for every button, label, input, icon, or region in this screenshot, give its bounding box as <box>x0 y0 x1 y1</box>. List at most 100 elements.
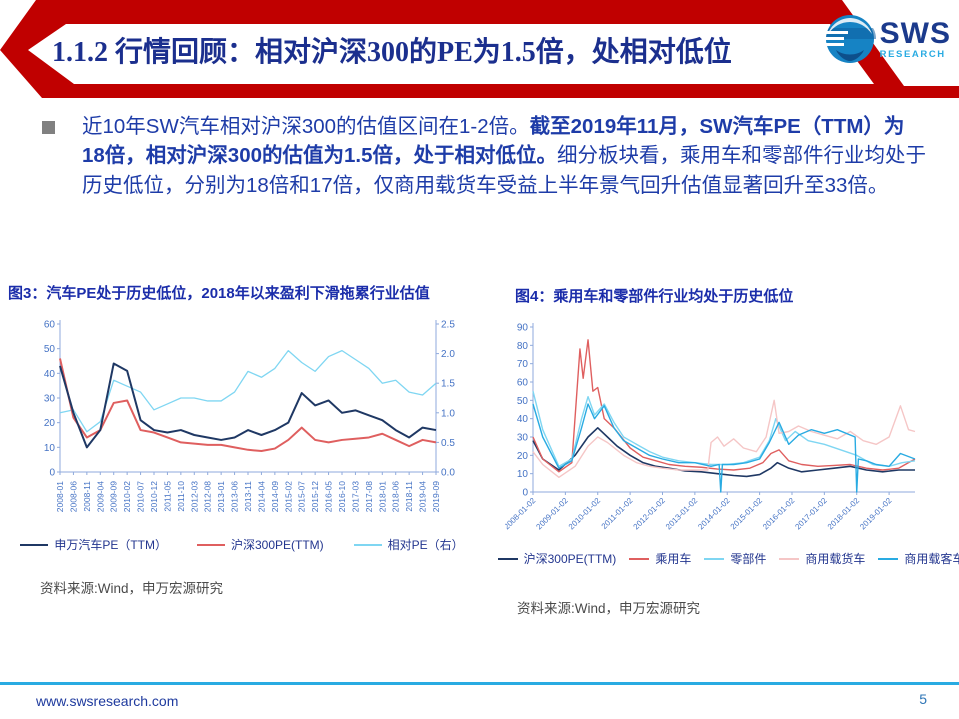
footer-url: www.swsresearch.com <box>36 693 179 709</box>
svg-text:2008-01-02: 2008-01-02 <box>505 496 538 532</box>
svg-text:2010-12: 2010-12 <box>149 481 159 512</box>
svg-text:80: 80 <box>517 341 529 352</box>
header-banner: 1.1.2 行情回顾：相对沪深300的PE为1.5倍，处相对低位 SWS RES… <box>0 0 959 100</box>
svg-text:30: 30 <box>517 433 529 444</box>
svg-text:10: 10 <box>44 443 56 454</box>
figure4: 图4：乘用车和零部件行业均处于历史低位 0 10 20 30 40 50 60 70 80 90 2… <box>497 287 959 617</box>
svg-text:50: 50 <box>517 396 529 407</box>
svg-text:2017-03: 2017-03 <box>350 481 360 512</box>
legend-label: 乘用车 <box>655 552 692 567</box>
legend-label: 商用载货车 <box>805 552 866 567</box>
figure4-title: 图4：乘用车和零部件行业均处于历史低位 <box>515 288 794 305</box>
legend-item: 商用载货车 <box>779 550 865 567</box>
svg-text:2014-04: 2014-04 <box>256 481 266 512</box>
svg-text:0: 0 <box>49 468 55 479</box>
svg-text:2015-07: 2015-07 <box>297 481 307 512</box>
svg-text:10: 10 <box>517 469 529 480</box>
legend-item: 零部件 <box>704 550 766 567</box>
svg-text:2015-12: 2015-12 <box>310 481 320 512</box>
svg-text:2019-01-02: 2019-01-02 <box>858 496 894 532</box>
legend-item: 沪深300PE(TTM) <box>497 550 617 567</box>
svg-text:90: 90 <box>517 323 529 334</box>
svg-text:2.0: 2.0 <box>441 349 455 360</box>
svg-text:2013-01-02: 2013-01-02 <box>664 496 700 532</box>
svg-text:2010-07: 2010-07 <box>136 481 146 512</box>
legend-item: 相对PE（右） <box>353 536 464 553</box>
svg-text:0.0: 0.0 <box>441 468 455 479</box>
figure3-legend: 申万汽车PE（TTM） 沪深300PE(TTM) 相对PE（右） <box>8 536 476 553</box>
svg-text:50: 50 <box>44 344 56 355</box>
svg-text:2017-01-02: 2017-01-02 <box>793 496 829 532</box>
figure4-chart: 01020304050607080902008-01-022009-01-022… <box>505 323 916 532</box>
svg-text:2008-01: 2008-01 <box>55 481 65 512</box>
legend-line-swatch <box>20 543 49 546</box>
svg-text:2011-10: 2011-10 <box>176 481 186 512</box>
legend-item: 乘用车 <box>629 550 691 567</box>
svg-text:2012-01-02: 2012-01-02 <box>632 496 668 532</box>
paragraph-text: 细分板块看，乘用车和零部件行业均处于历史低位，分别为18倍和17倍，仅商用载货车… <box>82 144 927 197</box>
svg-text:2008-11: 2008-11 <box>82 481 92 512</box>
legend-label: 零部件 <box>730 552 767 567</box>
sws-globe-icon <box>821 15 876 63</box>
svg-text:2012-08: 2012-08 <box>203 481 213 512</box>
legend-label: 相对PE（右） <box>387 538 464 553</box>
legend-item: 商用载客车 <box>878 550 959 567</box>
paragraph-emphasis: 截至2019年11月，SW汽车PE（TTM）为18倍，相对沪深300的估值为1.… <box>82 115 905 168</box>
legend-label: 沪深300PE(TTM) <box>523 552 617 567</box>
svg-text:20: 20 <box>517 451 529 462</box>
svg-text:2013-11: 2013-11 <box>243 481 253 512</box>
page-title: 1.1.2 行情回顾：相对沪深300的PE为1.5倍，处相对低位 <box>52 37 732 68</box>
svg-text:2016-01-02: 2016-01-02 <box>761 496 797 532</box>
summary-block: 近10年SW汽车相对沪深300的估值区间在1-2倍。截至2019年11月，SW汽… <box>40 112 928 200</box>
svg-text:20: 20 <box>44 418 56 429</box>
svg-text:0.5: 0.5 <box>441 438 455 449</box>
figure3: 图3：汽车PE处于历史低位，2018年以来盈利下滑拖累行业估值 0 10 20 30 4… <box>8 284 476 597</box>
legend-line-swatch <box>353 543 382 546</box>
svg-text:2018-01-02: 2018-01-02 <box>826 496 862 532</box>
svg-text:2011-01-02: 2011-01-02 <box>600 496 635 531</box>
svg-text:2.5: 2.5 <box>441 320 455 331</box>
svg-text:2013-06: 2013-06 <box>230 481 240 512</box>
legend-item: 申万汽车PE（TTM） <box>20 536 167 553</box>
legend-line-swatch <box>704 557 725 560</box>
svg-text:60: 60 <box>44 320 56 331</box>
svg-text:40: 40 <box>517 414 529 425</box>
svg-text:2009-01-02: 2009-01-02 <box>534 496 570 532</box>
figure3-source: 资料来源:Wind，申万宏源研究 <box>40 581 224 597</box>
svg-text:2013-01: 2013-01 <box>216 481 226 512</box>
svg-text:60: 60 <box>517 378 529 389</box>
svg-text:2011-05: 2011-05 <box>162 481 172 512</box>
legend-label: 商用载客车 <box>904 552 959 567</box>
figure4-source: 资料来源:Wind，申万宏源研究 <box>517 601 701 617</box>
paragraph-text: 近10年SW汽车相对沪深300的估值区间在1-2倍。 <box>82 115 530 138</box>
svg-text:2009-09: 2009-09 <box>109 481 119 512</box>
svg-text:1.0: 1.0 <box>441 409 455 420</box>
legend-line-swatch <box>196 543 225 546</box>
svg-text:2019-04: 2019-04 <box>418 481 428 512</box>
svg-text:2019-09: 2019-09 <box>431 481 441 512</box>
figure3-title: 图3：汽车PE处于历史低位，2018年以来盈利下滑拖累行业估值 <box>8 285 430 302</box>
svg-text:2010-01-02: 2010-01-02 <box>567 496 603 532</box>
legend-item: 沪深300PE(TTM) <box>196 536 324 553</box>
legend-line-swatch <box>779 557 800 560</box>
svg-text:2009-04: 2009-04 <box>95 481 105 512</box>
legend-line-swatch <box>878 557 899 560</box>
svg-text:30: 30 <box>44 394 56 405</box>
svg-text:2018-11: 2018-11 <box>404 481 414 512</box>
svg-text:40: 40 <box>44 369 56 380</box>
footer-divider <box>0 682 959 685</box>
svg-text:70: 70 <box>517 359 529 370</box>
legend-label: 沪深300PE(TTM) <box>230 538 324 553</box>
svg-text:0: 0 <box>522 488 528 499</box>
legend-line-swatch <box>497 557 518 560</box>
svg-text:2008-06: 2008-06 <box>68 481 78 512</box>
sws-logo: SWS RESEARCH <box>821 12 951 66</box>
sws-logo-subtitle: RESEARCH <box>879 48 946 60</box>
svg-text:2010-02: 2010-02 <box>122 481 132 512</box>
svg-text:2012-03: 2012-03 <box>189 481 199 512</box>
svg-text:2014-01-02: 2014-01-02 <box>696 496 732 532</box>
svg-text:2015-02: 2015-02 <box>283 481 293 512</box>
svg-text:2018-01: 2018-01 <box>377 481 387 512</box>
svg-text:2016-10: 2016-10 <box>337 481 347 512</box>
